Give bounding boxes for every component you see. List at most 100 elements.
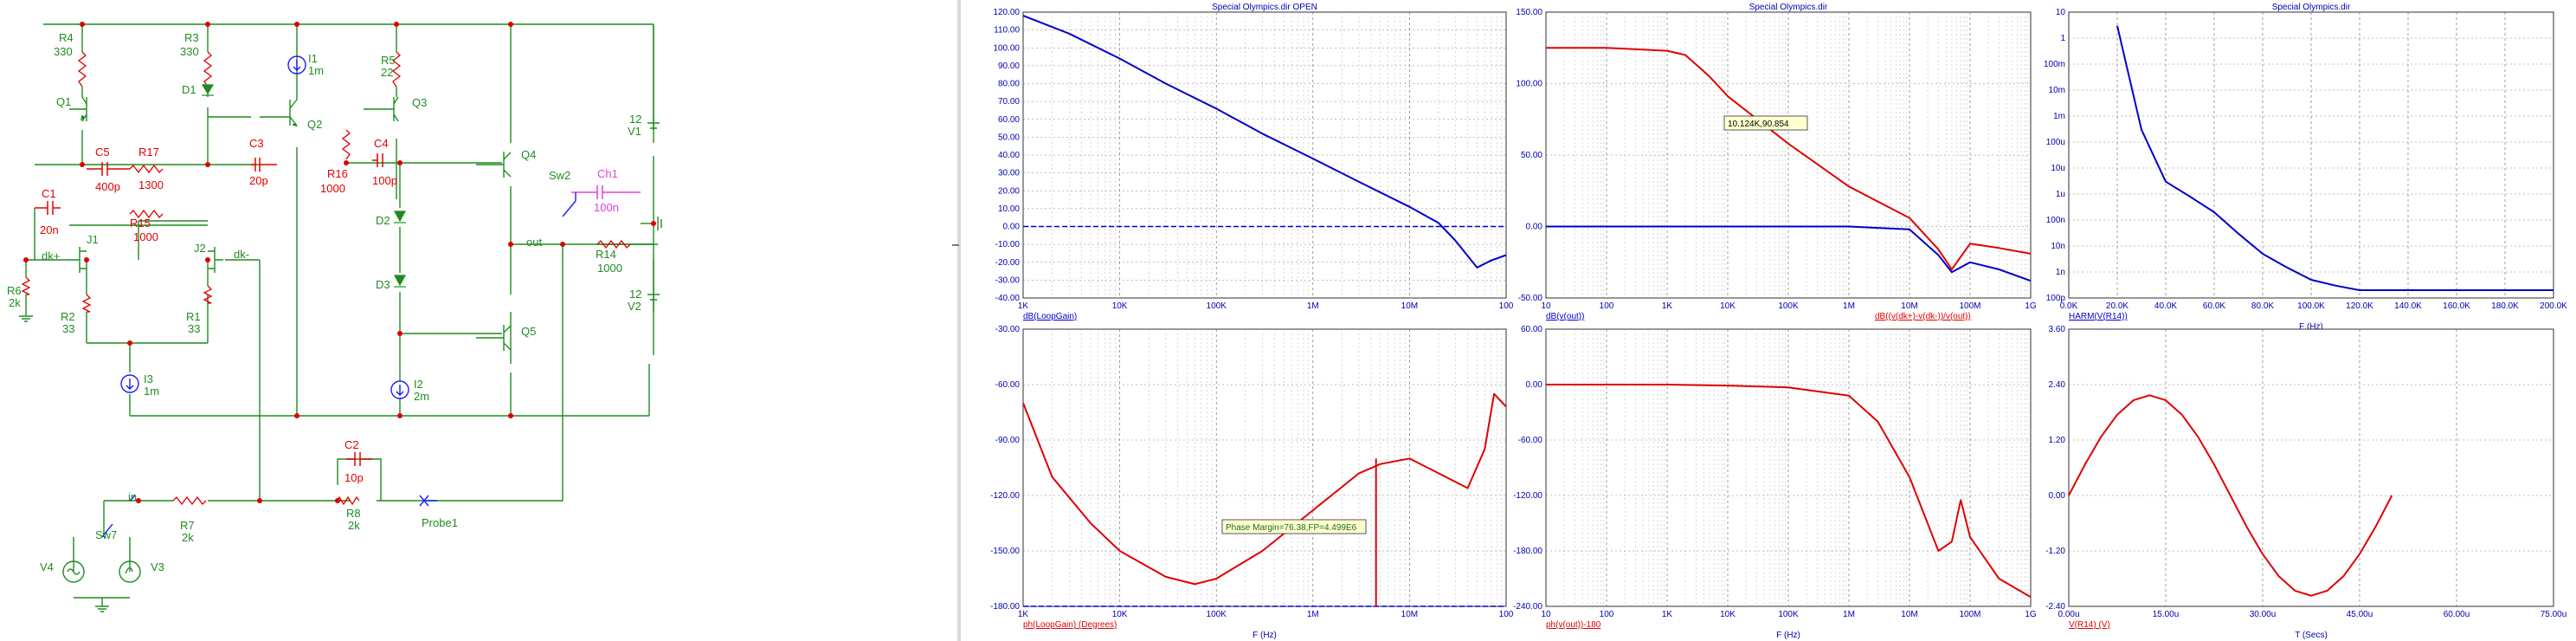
Q2-transistor-icon[interactable] — [260, 99, 298, 127]
V2-voltage-source-icon[interactable] — [647, 294, 660, 301]
Q3-transistor-icon[interactable] — [364, 96, 399, 122]
x-tick-label: 10K — [1112, 610, 1128, 619]
R15-value: 1000 — [133, 230, 158, 243]
plot-title: Special Olympics.dir OPEN — [1212, 3, 1317, 12]
R7-label: R7 — [180, 519, 195, 532]
R5-resistor[interactable] — [391, 51, 402, 87]
pane-divider[interactable] — [957, 0, 961, 641]
C1-capacitor[interactable] — [35, 201, 61, 215]
x-tick-label: 10 — [1541, 301, 1551, 311]
C5-value: 400p — [95, 180, 120, 193]
x-tick-label: 40.0K — [2154, 301, 2177, 311]
I2-current-source-icon[interactable] — [390, 380, 409, 399]
y-tick-label: 150.00 — [1516, 8, 1542, 17]
series-line-1 — [2068, 394, 2393, 597]
y-tick-label: -240.00 — [1513, 602, 1542, 612]
Sw2-switch-icon[interactable] — [562, 192, 576, 217]
R8-resistor[interactable] — [337, 495, 360, 506]
x-tick-label: 10M — [1401, 610, 1418, 619]
y-tick-label: -10.00 — [995, 240, 1021, 249]
D1-diode-icon[interactable] — [201, 84, 215, 96]
y-tick-label: -1.20 — [2045, 547, 2065, 556]
dk-minus-node-label: dk- — [234, 248, 249, 261]
trace-label-1: HARM(V(R14)) — [2069, 312, 2128, 321]
x-tick-label: 1K — [1018, 610, 1029, 619]
C2-label: C2 — [345, 438, 359, 451]
y-tick-label: 100p — [2046, 294, 2066, 303]
y-tick-label: 1u — [2056, 190, 2065, 199]
x-tick-label: 60.0K — [2203, 301, 2225, 311]
R3-resistor[interactable] — [203, 51, 213, 87]
I1-current-source-icon[interactable] — [287, 55, 306, 74]
R2-resistor[interactable] — [81, 294, 92, 313]
R1-resistor[interactable] — [203, 285, 213, 304]
V4-voltage-source-icon[interactable] — [62, 560, 85, 583]
x-tick-label: 140.0K — [2394, 301, 2422, 311]
I1-value: 1m — [308, 64, 324, 77]
C3-value: 20p — [249, 174, 268, 187]
y-tick-label: 10m — [2049, 86, 2065, 95]
y-tick-label: -120.00 — [990, 491, 1020, 501]
R16-value: 1000 — [320, 182, 345, 195]
y-tick-label: 90.00 — [998, 62, 1020, 71]
R2-label: R2 — [61, 310, 75, 323]
D3-label: D3 — [376, 278, 390, 291]
V1-voltage-source-icon[interactable] — [647, 122, 660, 129]
R3-value: 330 — [180, 45, 199, 58]
x-tick-label: 10M — [1401, 301, 1418, 311]
Sw7-label: Sw7 — [95, 528, 117, 541]
y-tick-label: -60.00 — [995, 380, 1021, 390]
y-tick-label: 100u — [2046, 138, 2065, 147]
x-tick-label: 100 — [1499, 301, 1514, 311]
Sw7-switch-icon[interactable] — [101, 523, 113, 538]
x-tick-label: 120.0K — [2346, 301, 2373, 311]
Probe1-label: Probe1 — [422, 516, 458, 529]
C1-label: C1 — [42, 187, 56, 200]
R6-resistor[interactable] — [21, 276, 31, 295]
Probe1-probe-icon[interactable] — [419, 495, 437, 507]
D2-diode-icon[interactable] — [393, 210, 407, 223]
y-tick-label: -40.00 — [995, 294, 1021, 303]
D2-label: D2 — [376, 214, 390, 227]
R16-resistor[interactable] — [341, 129, 351, 160]
y-tick-label: 10n — [2051, 242, 2065, 251]
C2-capacitor[interactable] — [346, 452, 372, 466]
Q4-transistor-icon[interactable] — [476, 152, 512, 178]
I3-label: I3 — [144, 372, 153, 385]
Q1-transistor-icon[interactable] — [69, 96, 87, 122]
R16-label: R16 — [327, 167, 348, 180]
V3-voltage-source-icon[interactable] — [119, 560, 141, 583]
x-tick-label: 10M — [1901, 301, 1917, 311]
R14-resistor[interactable] — [596, 239, 631, 249]
R17-resistor[interactable] — [129, 164, 164, 174]
cursor-label: Phase Margin=76.38,FP=4.499E6 — [1226, 523, 1357, 533]
Ch1-capacitor[interactable] — [571, 185, 641, 199]
y-tick-label: 100m — [2044, 60, 2065, 69]
C5-capacitor[interactable] — [87, 162, 130, 176]
x-tick-label: 1M — [1307, 301, 1319, 311]
J2-transistor-icon[interactable] — [208, 247, 223, 273]
schematic-canvas[interactable]: R4 330 R3 330 I1 1m R5 22 Q1 D1 Q2 Q3 Q4… — [0, 0, 961, 641]
R15-resistor[interactable] — [129, 209, 164, 219]
x-axis-label: T (Secs) — [2295, 631, 2328, 640]
analysis-plots[interactable]: Special Olympics.dir OPEN 1K 10K 100K 1M 10M 1… — [961, 0, 2576, 641]
series-line-1 — [1546, 225, 2032, 282]
I3-current-source-icon[interactable] — [120, 374, 139, 393]
plot-frame — [1022, 328, 1507, 607]
series-line-1 — [1546, 384, 2032, 599]
Q5-transistor-icon[interactable] — [476, 325, 512, 351]
C3-capacitor[interactable] — [251, 158, 277, 172]
R7-resistor[interactable] — [172, 495, 207, 506]
R14-label: R14 — [596, 248, 616, 261]
pane-divider-handle[interactable] — [952, 244, 959, 246]
Ch1-value: 100n — [594, 201, 619, 214]
y-tick-label: -30.00 — [995, 325, 1021, 334]
C4-capacitor[interactable] — [372, 153, 383, 167]
out-node-label: out — [526, 236, 542, 249]
R14-value: 1000 — [597, 262, 622, 275]
J1-transistor-icon[interactable] — [74, 247, 87, 273]
ground-symbol-icon — [657, 217, 662, 230]
x-tick-label: 100K — [1778, 610, 1799, 619]
R4-resistor[interactable] — [77, 51, 87, 87]
D3-diode-icon[interactable] — [393, 275, 407, 288]
